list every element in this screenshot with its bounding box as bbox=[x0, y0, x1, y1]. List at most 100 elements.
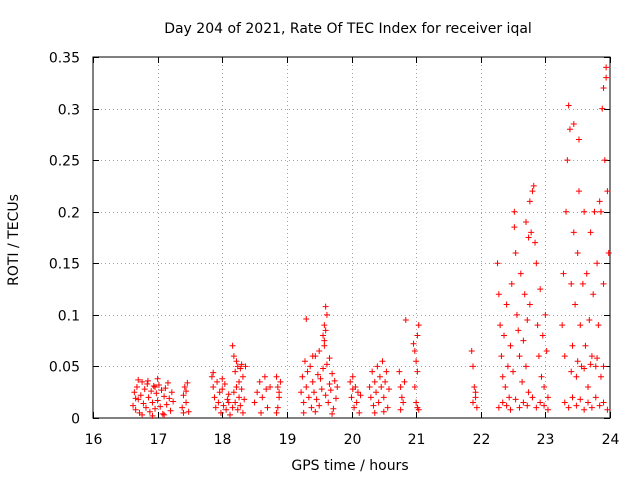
data-point bbox=[233, 358, 240, 365]
data-point bbox=[229, 342, 236, 349]
x-tick-label: 17 bbox=[150, 432, 168, 448]
data-point bbox=[316, 402, 323, 409]
data-point bbox=[234, 406, 241, 413]
data-point bbox=[316, 347, 323, 354]
data-point bbox=[314, 371, 321, 378]
data-point bbox=[472, 394, 479, 401]
data-point bbox=[309, 353, 316, 360]
data-point bbox=[322, 327, 329, 334]
data-point bbox=[560, 270, 567, 277]
data-point bbox=[225, 399, 232, 406]
plot-frame bbox=[92, 56, 611, 419]
data-point bbox=[170, 398, 177, 405]
data-point bbox=[329, 370, 336, 377]
data-point bbox=[321, 342, 328, 349]
data-point bbox=[132, 406, 139, 413]
data-point bbox=[471, 384, 478, 391]
data-point bbox=[511, 208, 518, 215]
data-point bbox=[526, 301, 533, 308]
data-point bbox=[521, 291, 528, 298]
data-point bbox=[373, 389, 380, 396]
data-point bbox=[542, 311, 549, 318]
data-point bbox=[511, 224, 518, 231]
data-point bbox=[145, 394, 152, 401]
x-axis-label: GPS time / hours bbox=[291, 458, 408, 474]
data-point bbox=[149, 399, 156, 406]
data-point bbox=[308, 404, 315, 411]
data-point bbox=[597, 373, 604, 380]
data-point bbox=[516, 404, 523, 411]
data-point bbox=[241, 396, 248, 403]
data-point bbox=[502, 384, 509, 391]
data-point bbox=[573, 373, 580, 380]
data-point bbox=[544, 406, 551, 413]
data-point bbox=[565, 404, 572, 411]
data-point bbox=[413, 358, 420, 365]
data-point bbox=[325, 399, 332, 406]
data-point bbox=[516, 353, 523, 360]
data-point bbox=[254, 389, 261, 396]
x-tick-label: 24 bbox=[602, 432, 620, 448]
data-point bbox=[508, 280, 515, 287]
data-point bbox=[581, 365, 588, 372]
data-point bbox=[582, 342, 589, 349]
data-point bbox=[414, 332, 421, 339]
data-point bbox=[179, 404, 186, 411]
data-point bbox=[472, 389, 479, 396]
data-point bbox=[149, 412, 156, 419]
data-point bbox=[229, 404, 236, 411]
x-tick-label: 20 bbox=[344, 432, 362, 448]
data-point bbox=[592, 394, 599, 401]
data-point bbox=[299, 373, 306, 380]
data-point bbox=[353, 399, 360, 406]
data-point bbox=[380, 394, 387, 401]
data-point bbox=[323, 361, 330, 368]
data-point bbox=[415, 406, 422, 413]
data-point bbox=[351, 404, 358, 411]
y-tick-label: 0.15 bbox=[49, 257, 80, 273]
data-point bbox=[529, 188, 536, 195]
data-point bbox=[181, 384, 188, 391]
data-point bbox=[569, 394, 576, 401]
data-point bbox=[498, 353, 505, 360]
data-point bbox=[512, 396, 519, 403]
data-point bbox=[380, 408, 387, 415]
data-point bbox=[537, 286, 544, 293]
data-point bbox=[303, 315, 310, 322]
data-point bbox=[357, 392, 364, 399]
data-point bbox=[133, 384, 140, 391]
data-point bbox=[139, 411, 146, 418]
data-point bbox=[303, 384, 310, 391]
data-point bbox=[144, 380, 151, 387]
x-tick-label: 21 bbox=[408, 432, 426, 448]
data-point bbox=[595, 322, 602, 329]
data-point bbox=[309, 378, 316, 385]
data-point bbox=[573, 402, 580, 409]
data-point bbox=[267, 384, 274, 391]
data-point bbox=[356, 409, 363, 416]
data-point bbox=[300, 399, 307, 406]
data-point bbox=[522, 363, 529, 370]
data-point bbox=[375, 399, 382, 406]
data-point bbox=[543, 347, 550, 354]
data-point bbox=[370, 402, 377, 409]
data-point bbox=[473, 404, 480, 411]
data-point bbox=[321, 337, 328, 344]
data-point bbox=[520, 337, 527, 344]
data-point bbox=[219, 375, 226, 382]
data-point bbox=[526, 198, 533, 205]
data-point bbox=[600, 363, 607, 370]
data-point bbox=[600, 280, 607, 287]
data-point bbox=[537, 399, 544, 406]
data-point bbox=[312, 408, 319, 415]
data-point bbox=[307, 363, 314, 370]
data-point bbox=[410, 340, 417, 347]
data-point bbox=[276, 394, 283, 401]
data-point bbox=[263, 386, 270, 393]
data-point bbox=[216, 389, 223, 396]
data-point bbox=[559, 322, 566, 329]
data-point bbox=[304, 368, 311, 375]
data-point bbox=[415, 322, 422, 329]
data-point bbox=[564, 157, 571, 164]
data-point bbox=[572, 301, 579, 308]
